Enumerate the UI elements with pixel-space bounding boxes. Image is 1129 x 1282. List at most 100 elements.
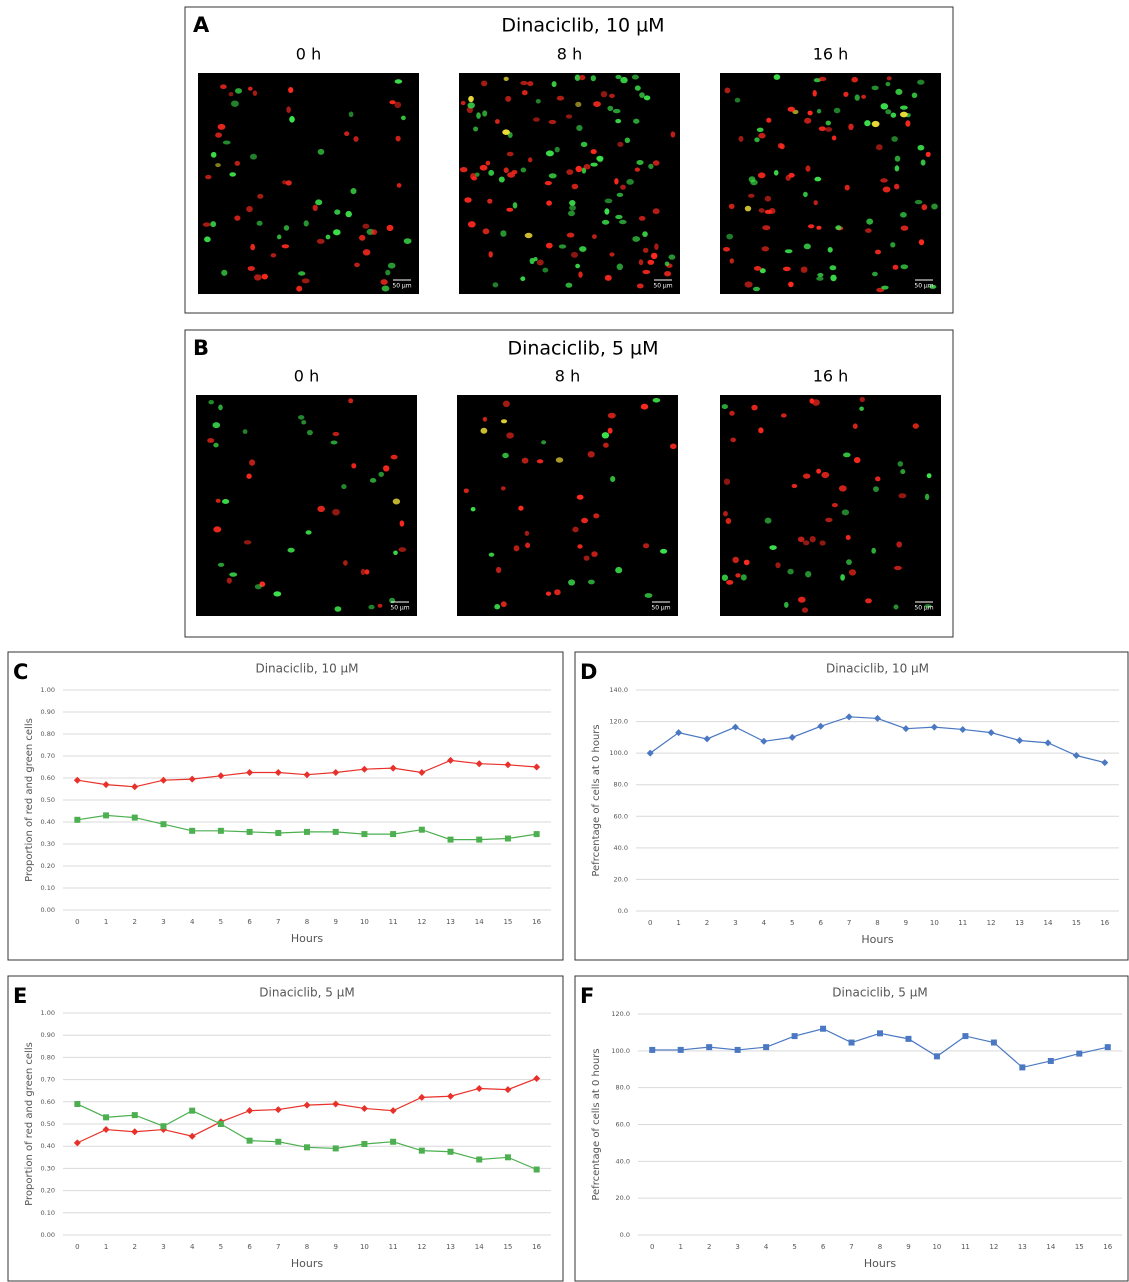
cell [754, 137, 760, 143]
point [217, 772, 225, 780]
cell [403, 238, 412, 245]
point [1076, 1050, 1083, 1057]
x-tick-label: 3 [161, 918, 165, 926]
cell [729, 258, 734, 264]
cell [334, 606, 342, 612]
cell [207, 438, 215, 443]
point [160, 821, 167, 828]
point [418, 1093, 426, 1101]
point [332, 769, 340, 776]
cell [617, 141, 624, 147]
x-tick-label: 10 [930, 919, 939, 927]
cell [350, 188, 357, 195]
cell [520, 167, 527, 173]
point [959, 725, 967, 733]
cell [315, 199, 323, 206]
cell [817, 272, 824, 278]
x-tick-label: 13 [446, 1243, 455, 1251]
point [987, 729, 995, 737]
cell [332, 508, 340, 516]
cell [385, 269, 391, 276]
cell [212, 422, 221, 429]
cell [390, 454, 398, 460]
y-tick-label: 0.50 [41, 796, 55, 804]
cell [215, 498, 221, 503]
panel-frame [184, 329, 954, 638]
image-label: 8 h [555, 367, 580, 386]
x-tick-label: 11 [958, 919, 967, 927]
scale-bar-label: 50 µm [392, 283, 411, 290]
cell [217, 123, 226, 130]
cell [816, 468, 821, 474]
y-tick-label: 0.90 [41, 1031, 55, 1039]
cell [371, 229, 378, 236]
cell [638, 259, 644, 266]
point [933, 1053, 940, 1060]
x-tick-label: 4 [190, 1243, 195, 1251]
cell [805, 165, 811, 172]
x-tick-label: 16 [532, 1243, 541, 1251]
cell [544, 181, 552, 186]
cell [252, 90, 258, 96]
cell [243, 540, 252, 545]
y-tick-label: 0.40 [41, 818, 55, 826]
point [675, 729, 683, 737]
x-tick-label: 14 [475, 1243, 484, 1251]
cell [298, 271, 306, 276]
cell [581, 517, 589, 524]
cell [762, 225, 771, 231]
x-tick-label: 10 [932, 1243, 941, 1251]
cell [554, 589, 561, 596]
x-tick-label: 11 [389, 1243, 398, 1251]
cell [242, 429, 248, 434]
cell [593, 513, 600, 519]
cell [825, 517, 833, 523]
x-tick-label: 4 [764, 1243, 769, 1251]
y-tick-label: 0.70 [41, 752, 55, 760]
point [734, 1046, 741, 1053]
point [360, 1104, 368, 1112]
cell [873, 486, 879, 492]
cell [583, 164, 591, 170]
x-tick-label: 1 [104, 918, 108, 926]
cell [601, 432, 610, 439]
cell [535, 99, 541, 104]
cell [524, 530, 530, 536]
cell [803, 473, 811, 479]
cell [566, 232, 575, 238]
cell [861, 94, 866, 99]
x-tick-label: 10 [360, 918, 369, 926]
cell [344, 131, 350, 136]
cell [551, 81, 557, 88]
cell [394, 79, 403, 84]
cell [277, 234, 282, 240]
x-tick-label: 3 [161, 1243, 165, 1251]
cell [604, 274, 612, 281]
cell [848, 123, 854, 130]
point [275, 830, 282, 836]
cell [840, 574, 845, 581]
cell [558, 244, 567, 249]
cell [764, 195, 772, 202]
point [74, 816, 81, 823]
cell [520, 80, 528, 86]
micrograph [720, 395, 941, 616]
cell [359, 234, 366, 241]
cell [773, 170, 779, 176]
cell [316, 238, 325, 244]
cell [467, 102, 475, 109]
cell [726, 233, 734, 240]
cell [660, 548, 668, 554]
cell [354, 262, 360, 268]
cell [816, 276, 824, 281]
cell [488, 251, 493, 258]
point [246, 1137, 253, 1144]
cell [732, 556, 739, 564]
cell [831, 135, 837, 141]
x-tick-label: 2 [707, 1243, 711, 1251]
cell [247, 266, 255, 271]
point [1047, 1057, 1054, 1064]
y-tick-label: 100.0 [611, 1047, 630, 1055]
point [820, 1025, 827, 1032]
cell [566, 169, 574, 175]
